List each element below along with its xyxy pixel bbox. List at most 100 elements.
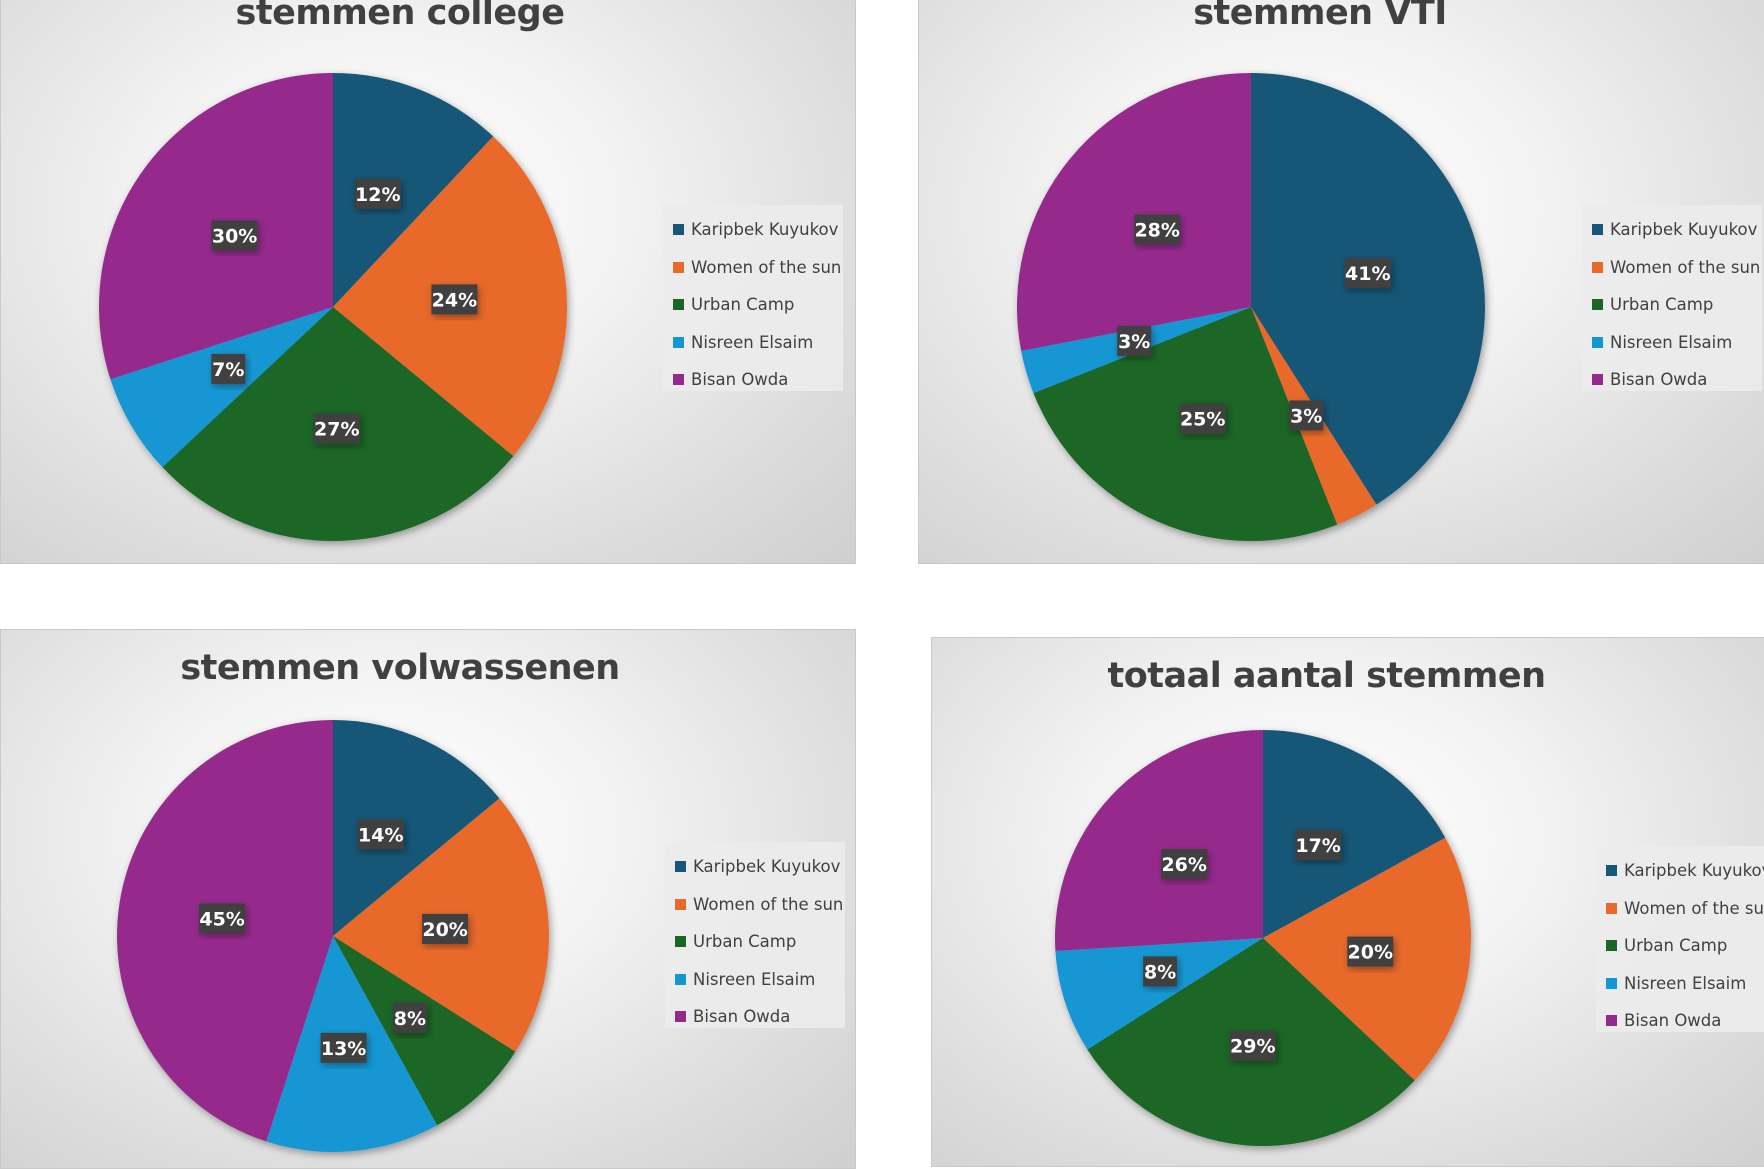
data-label-text: 7% [212, 359, 244, 381]
legend-item-bisan-owda: Bisan Owda [1592, 361, 1762, 399]
legend-label: Women of the sun [1610, 257, 1761, 277]
data-label-text: 14% [358, 824, 403, 846]
data-label-box [1179, 403, 1226, 434]
pie-chart: 12% 24% 27% 7% 30% [98, 73, 568, 541]
legend-item-women-of-the-sun: Women of the sun [673, 249, 843, 287]
data-label: 30% [211, 220, 258, 251]
data-label-box [211, 353, 246, 384]
legend-swatch [673, 299, 684, 311]
data-label-text: 13% [321, 1038, 366, 1060]
data-label-text: 27% [314, 419, 359, 441]
data-label-box [431, 284, 478, 315]
data-label: 7% [211, 353, 246, 384]
pie-slice-bisan-owda [1016, 73, 1251, 351]
legend-swatch [675, 861, 686, 873]
data-label-text: 20% [1348, 942, 1393, 964]
data-label-box [422, 913, 469, 944]
legend-item-urban-camp: Urban Camp [1592, 286, 1762, 324]
data-label: 13% [320, 1032, 367, 1063]
legend-swatch [1592, 374, 1603, 386]
data-label-text: 25% [1180, 409, 1225, 431]
chart-panel-vti: stemmen VTI 41% 3% 25% 3% 28% Karipbek Kuyuk… [918, 0, 1764, 564]
data-label-text: 41% [1345, 263, 1390, 285]
data-label: 28% [1134, 214, 1181, 245]
legend-item-urban-camp: Urban Camp [673, 286, 843, 324]
data-label-text: 12% [355, 184, 400, 206]
legend-label: Karipbek Kuyukov [1610, 220, 1758, 240]
data-label-box [1117, 325, 1152, 356]
pie-slice-karipbek-kuyukov [333, 73, 494, 307]
legend-swatch [675, 898, 686, 910]
data-label: 29% [1229, 1030, 1276, 1061]
chart-title: stemmen college [235, 0, 565, 33]
legend: Karipbek Kuyukov Women of the sun Urban Ca… [1582, 205, 1762, 391]
data-label-box [1295, 829, 1342, 860]
chart-title: totaal aantal stemmen [1107, 656, 1546, 696]
data-label: 8% [1143, 956, 1178, 987]
data-label-box [320, 1032, 367, 1063]
pie-slice-nisreen-elsaim [1055, 938, 1263, 1050]
legend-swatch [675, 973, 686, 985]
data-label: 14% [357, 819, 404, 850]
legend: Karipbek Kuyukov Women of the sun Urban Ca… [665, 842, 845, 1028]
legend: Karipbek Kuyukov Women of the sun Urban Ca… [663, 205, 843, 391]
data-label-text: 45% [199, 908, 244, 930]
data-label-box [392, 1002, 427, 1033]
legend-swatch [673, 374, 684, 386]
data-label: 24% [431, 284, 478, 315]
legend-item-bisan-owda: Bisan Owda [675, 998, 845, 1036]
data-label: 17% [1295, 829, 1342, 860]
data-label-box [1289, 400, 1324, 431]
legend-label: Bisan Owda [691, 370, 789, 390]
legend-swatch [1606, 902, 1617, 914]
data-label: 41% [1344, 258, 1391, 289]
legend-label: Nisreen Elsaim [693, 969, 816, 989]
legend-label: Nisreen Elsaim [1610, 332, 1733, 352]
data-label-text: 28% [1134, 219, 1179, 241]
data-label-box [1344, 258, 1391, 289]
data-label: 27% [313, 413, 360, 444]
legend-swatch [1592, 299, 1603, 311]
legend-item-nisreen-elsaim: Nisreen Elsaim [675, 961, 845, 999]
data-label: 20% [422, 913, 469, 944]
data-label-text: 8% [1144, 961, 1176, 983]
legend-swatch [1592, 224, 1603, 236]
legend-label: Karipbek Kuyukov [693, 857, 841, 877]
legend-label: Urban Camp [693, 932, 797, 952]
legend-label: Women of the sun [1624, 898, 1764, 918]
legend-label: Urban Camp [1610, 295, 1714, 315]
legend-swatch [1606, 977, 1617, 989]
legend-swatch [673, 336, 684, 348]
data-label-box [1134, 214, 1181, 245]
data-label-box [199, 903, 246, 934]
legend-label: Bisan Owda [693, 1007, 791, 1027]
legend-label: Nisreen Elsaim [1624, 973, 1747, 993]
pie-chart: 41% 3% 25% 3% 28% [1016, 73, 1485, 542]
data-label: 26% [1161, 849, 1208, 879]
data-label: 3% [1117, 325, 1152, 356]
data-label: 25% [1179, 403, 1226, 434]
legend-label: Karipbek Kuyukov [1624, 861, 1764, 881]
legend: Karipbek Kuyukov Women of the sun Urban Ca… [1596, 846, 1764, 1032]
legend-item-urban-camp: Urban Camp [1606, 927, 1764, 965]
pie-chart: 17% 20% 29% 8% 26% [1054, 730, 1472, 1147]
legend-label: Karipbek Kuyukov [691, 220, 839, 240]
chart-title: stemmen VTI [1193, 0, 1447, 33]
pie-slice-nisreen-elsaim [110, 307, 333, 468]
legend-swatch [673, 224, 684, 236]
legend-item-karipbek-kuyukov: Karipbek Kuyukov [673, 211, 843, 249]
pie-slice-karipbek-kuyukov [1263, 730, 1446, 938]
pie-slice-bisan-owda [1054, 730, 1263, 952]
legend-item-women-of-the-sun: Women of the sun [1592, 249, 1762, 287]
data-label-text: 30% [212, 226, 257, 248]
legend-swatch [1592, 336, 1603, 348]
legend-item-karipbek-kuyukov: Karipbek Kuyukov [1592, 211, 1762, 249]
legend-label: Urban Camp [1624, 936, 1728, 956]
legend-label: Bisan Owda [1624, 1011, 1722, 1031]
legend-swatch [675, 936, 686, 948]
legend-swatch [675, 1011, 686, 1023]
legend-item-women-of-the-sun: Women of the sun [675, 886, 845, 924]
data-label-box [211, 220, 258, 251]
data-label-text: 26% [1161, 854, 1206, 876]
legend-item-karipbek-kuyukov: Karipbek Kuyukov [675, 848, 845, 886]
